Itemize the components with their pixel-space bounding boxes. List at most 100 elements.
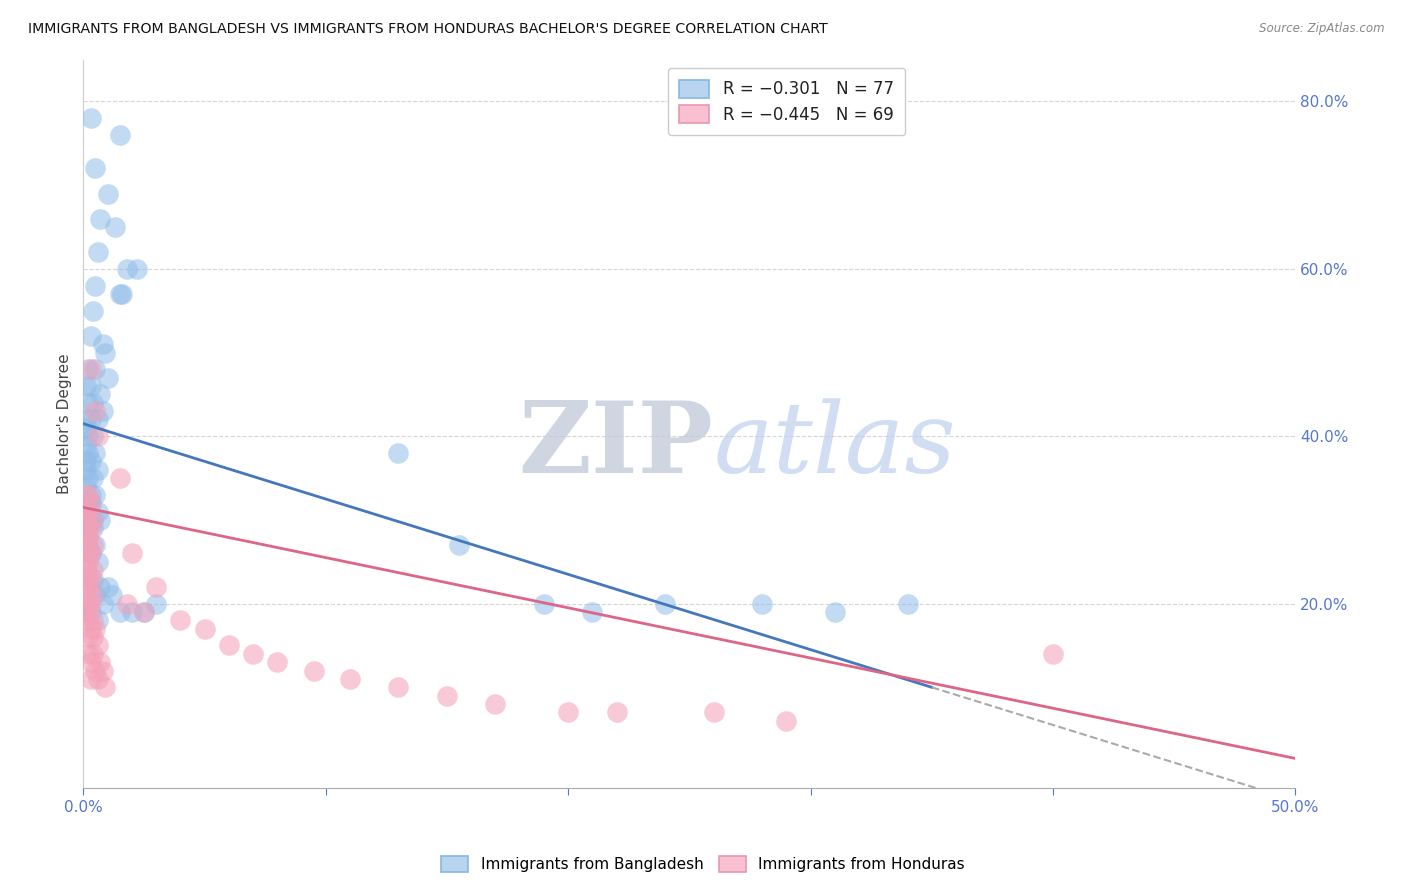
Point — [302, 664, 325, 678]
Legend: R = −0.301   N = 77, R = −0.445   N = 69: R = −0.301 N = 77, R = −0.445 N = 69 — [668, 68, 905, 136]
Point — [82, 521, 104, 535]
Point — [104, 219, 127, 234]
Point — [387, 446, 409, 460]
Point — [145, 580, 167, 594]
Point — [121, 605, 143, 619]
Point — [75, 538, 97, 552]
Point — [75, 588, 97, 602]
Point — [125, 261, 148, 276]
Point — [89, 655, 111, 669]
Point — [89, 580, 111, 594]
Point — [77, 471, 100, 485]
Point — [75, 613, 97, 627]
Point — [96, 370, 118, 384]
Point — [89, 387, 111, 401]
Point — [169, 613, 191, 627]
Point — [75, 530, 97, 544]
Point — [339, 672, 361, 686]
Point — [84, 278, 107, 293]
Point — [218, 639, 240, 653]
Point — [96, 580, 118, 594]
Point — [108, 128, 131, 142]
Point — [79, 362, 101, 376]
Point — [824, 605, 846, 619]
Point — [77, 597, 100, 611]
Point — [77, 630, 100, 644]
Point — [82, 538, 104, 552]
Point — [87, 555, 110, 569]
Point — [654, 597, 676, 611]
Point — [79, 672, 101, 686]
Point — [82, 563, 104, 577]
Point — [82, 513, 104, 527]
Point — [96, 186, 118, 201]
Point — [79, 379, 101, 393]
Point — [79, 496, 101, 510]
Point — [84, 588, 107, 602]
Point — [77, 538, 100, 552]
Text: atlas: atlas — [714, 398, 956, 493]
Point — [77, 521, 100, 535]
Point — [91, 337, 114, 351]
Point — [75, 555, 97, 569]
Point — [75, 479, 97, 493]
Point — [89, 513, 111, 527]
Point — [77, 530, 100, 544]
Point — [91, 664, 114, 678]
Point — [449, 538, 471, 552]
Point — [87, 639, 110, 653]
Point — [193, 622, 215, 636]
Point — [387, 681, 409, 695]
Point — [91, 597, 114, 611]
Point — [79, 521, 101, 535]
Point — [82, 588, 104, 602]
Point — [77, 521, 100, 535]
Point — [79, 597, 101, 611]
Point — [87, 429, 110, 443]
Point — [77, 446, 100, 460]
Point — [84, 488, 107, 502]
Point — [94, 345, 117, 359]
Point — [79, 622, 101, 636]
Point — [77, 513, 100, 527]
Point — [79, 605, 101, 619]
Point — [82, 630, 104, 644]
Point — [108, 287, 131, 301]
Point — [132, 605, 155, 619]
Point — [87, 613, 110, 627]
Point — [436, 689, 458, 703]
Point — [87, 504, 110, 518]
Point — [77, 546, 100, 560]
Point — [703, 706, 725, 720]
Point — [84, 362, 107, 376]
Text: Source: ZipAtlas.com: Source: ZipAtlas.com — [1260, 22, 1385, 36]
Point — [87, 463, 110, 477]
Point — [75, 580, 97, 594]
Point — [84, 664, 107, 678]
Point — [75, 379, 97, 393]
Point — [82, 613, 104, 627]
Point — [266, 655, 288, 669]
Point — [75, 513, 97, 527]
Point — [82, 303, 104, 318]
Point — [77, 396, 100, 410]
Point — [75, 488, 97, 502]
Point — [89, 211, 111, 226]
Point — [484, 697, 506, 711]
Point — [79, 454, 101, 468]
Point — [79, 412, 101, 426]
Point — [94, 681, 117, 695]
Point — [75, 421, 97, 435]
Point — [79, 572, 101, 586]
Point — [77, 647, 100, 661]
Point — [77, 488, 100, 502]
Point — [75, 563, 97, 577]
Point — [132, 605, 155, 619]
Point — [84, 161, 107, 176]
Text: IMMIGRANTS FROM BANGLADESH VS IMMIGRANTS FROM HONDURAS BACHELOR'S DEGREE CORRELA: IMMIGRANTS FROM BANGLADESH VS IMMIGRANTS… — [28, 22, 828, 37]
Point — [77, 496, 100, 510]
Point — [82, 647, 104, 661]
Point — [82, 513, 104, 527]
Point — [108, 605, 131, 619]
Point — [87, 245, 110, 260]
